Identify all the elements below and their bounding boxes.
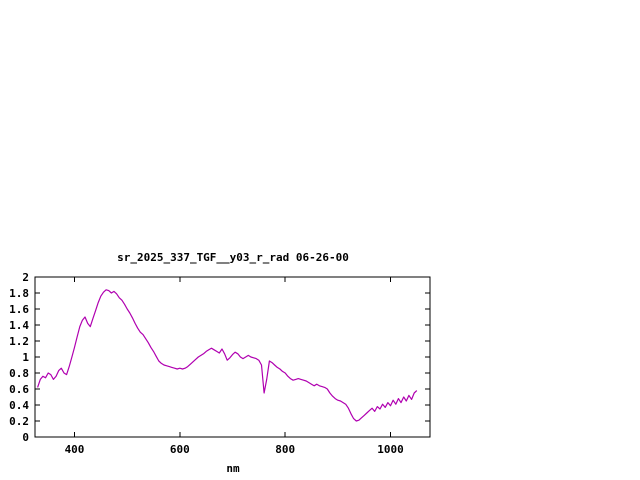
y-tick-label: 0.8 [9, 367, 29, 380]
y-tick-label: 0 [22, 431, 29, 444]
x-tick-label: 800 [275, 443, 295, 456]
y-tick-label: 2 [22, 271, 29, 284]
chart-title: sr_2025_337_TGF__y03_r_rad 06-26-00 [117, 251, 349, 264]
y-tick-label: 1 [22, 351, 29, 364]
x-tick-label: 1000 [377, 443, 404, 456]
y-tick-label: 1.2 [9, 335, 29, 348]
y-tick-label: 0.6 [9, 383, 29, 396]
y-tick-label: 1.8 [9, 287, 29, 300]
spectral-line [37, 289, 418, 422]
y-tick-label: 1.6 [9, 303, 29, 316]
y-tick-label: 1.4 [9, 319, 29, 332]
plot-border [34, 276, 431, 438]
x-tick-label: 600 [170, 443, 190, 456]
x-axis-label: nm [226, 462, 240, 475]
y-tick-label: 0.4 [9, 399, 29, 412]
y-tick-label: 0.2 [9, 415, 29, 428]
x-tick-label: 400 [65, 443, 85, 456]
